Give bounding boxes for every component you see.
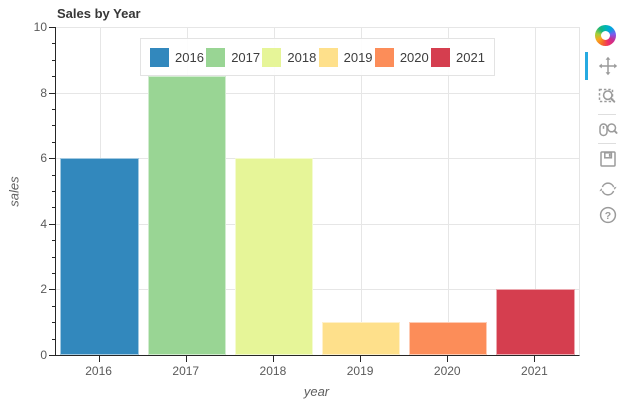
x-major-tick	[360, 356, 362, 362]
y-major-tick	[49, 355, 55, 356]
legend-label: 2019	[343, 49, 373, 65]
legend-item-2021: 2021	[431, 47, 485, 67]
y-minor-tick	[52, 240, 55, 242]
h-gridline	[56, 223, 579, 225]
x-axis-label: year	[303, 384, 330, 399]
legend-swatch	[206, 47, 226, 67]
y-tick-label: 2	[40, 282, 47, 297]
y-tick-label: 8	[40, 85, 47, 100]
x-major-tick	[272, 356, 274, 362]
h-gridline	[56, 27, 579, 28]
wheel-zoom-icon	[599, 123, 618, 137]
reset-icon	[599, 182, 617, 196]
x-tick-label: 2019	[346, 364, 374, 378]
legend-swatch	[262, 47, 282, 67]
svg-text:?: ?	[605, 210, 611, 222]
x-major-tick	[534, 356, 536, 362]
help-tool-button[interactable]: ?	[596, 203, 620, 227]
wheel-zoom-tool-button[interactable]	[596, 117, 620, 141]
y-major-tick	[49, 92, 55, 94]
bar-2020	[409, 322, 488, 355]
x-tick-label: 2017	[172, 364, 200, 378]
bar-2021	[496, 289, 575, 355]
toolbar-separator	[598, 113, 616, 115]
legend-swatch	[374, 47, 394, 67]
legend-swatch	[150, 47, 169, 67]
legend-label: 2020	[399, 49, 429, 65]
y-minor-tick	[52, 125, 55, 127]
pan-tool-button[interactable]	[596, 54, 620, 78]
h-gridline	[56, 92, 579, 94]
save-tool-button[interactable]	[596, 147, 620, 171]
legend-label: 2018	[287, 49, 317, 65]
v-gridline	[361, 27, 363, 355]
y-minor-tick	[52, 191, 55, 192]
y-major-tick	[49, 223, 55, 225]
y-major-tick	[49, 27, 55, 28]
plot-area[interactable]	[55, 27, 580, 356]
x-tick-label: 2016	[85, 364, 112, 378]
save-icon	[600, 151, 616, 167]
bokeh-logo-icon[interactable]	[595, 25, 616, 46]
x-tick-label: 2021	[521, 364, 548, 378]
box-zoom-tool-button[interactable]	[596, 84, 620, 108]
y-minor-tick	[52, 76, 55, 78]
h-gridline	[56, 289, 579, 291]
y-tick-label: 4	[40, 216, 47, 231]
legend-item-2016: 2016	[150, 47, 204, 67]
y-minor-tick	[52, 141, 55, 143]
y-minor-tick	[52, 305, 55, 307]
y-minor-tick	[52, 207, 55, 209]
bar-2019	[321, 322, 401, 355]
y-minor-tick	[52, 174, 55, 176]
v-gridline	[448, 27, 450, 355]
legend-swatch	[318, 47, 338, 67]
legend-item-2017: 2017	[206, 47, 261, 67]
y-tick-label: 6	[40, 151, 47, 166]
bar-2018	[234, 158, 314, 355]
pan-icon	[598, 56, 618, 76]
x-tick-label: 2020	[433, 364, 461, 378]
bokeh-toolbar: ?	[583, 0, 631, 240]
legend-item-2020: 2020	[374, 47, 429, 67]
reset-tool-button[interactable]	[596, 177, 620, 201]
x-tick-label: 2018	[259, 364, 287, 378]
v-gridline	[535, 27, 537, 355]
legend-swatch	[431, 47, 451, 67]
y-tick-label: 0	[40, 348, 47, 362]
y-major-tick	[49, 158, 55, 160]
h-gridline	[56, 158, 579, 160]
help-icon: ?	[599, 206, 617, 224]
y-minor-tick	[52, 43, 55, 45]
active-tool-indicator	[585, 52, 588, 80]
y-minor-tick	[52, 322, 55, 324]
x-major-tick	[447, 356, 449, 362]
legend-label: 2021	[456, 49, 485, 65]
legend-label: 2017	[231, 49, 261, 65]
toolbar-separator	[598, 142, 616, 144]
legend-item-2018: 2018	[262, 47, 317, 67]
y-major-tick	[49, 289, 55, 291]
y-minor-tick	[52, 256, 55, 258]
legend-item-2019: 2019	[318, 47, 373, 67]
y-tick-label: 10	[33, 20, 47, 34]
box-zoom-icon	[598, 88, 616, 103]
y-minor-tick	[52, 338, 55, 340]
legend: 2016 2017 2018 2019 2020 2021	[140, 38, 495, 76]
x-major-tick	[98, 356, 100, 362]
y-axis-label: sales	[6, 176, 22, 207]
legend-label: 2016	[175, 49, 204, 65]
y-minor-tick	[52, 59, 55, 61]
y-minor-tick	[52, 273, 55, 274]
x-major-tick	[185, 356, 187, 362]
bar-2016	[60, 158, 139, 355]
y-minor-tick	[52, 109, 55, 110]
bar-2017	[147, 76, 226, 355]
chart-title: Sales by Year	[57, 6, 141, 21]
